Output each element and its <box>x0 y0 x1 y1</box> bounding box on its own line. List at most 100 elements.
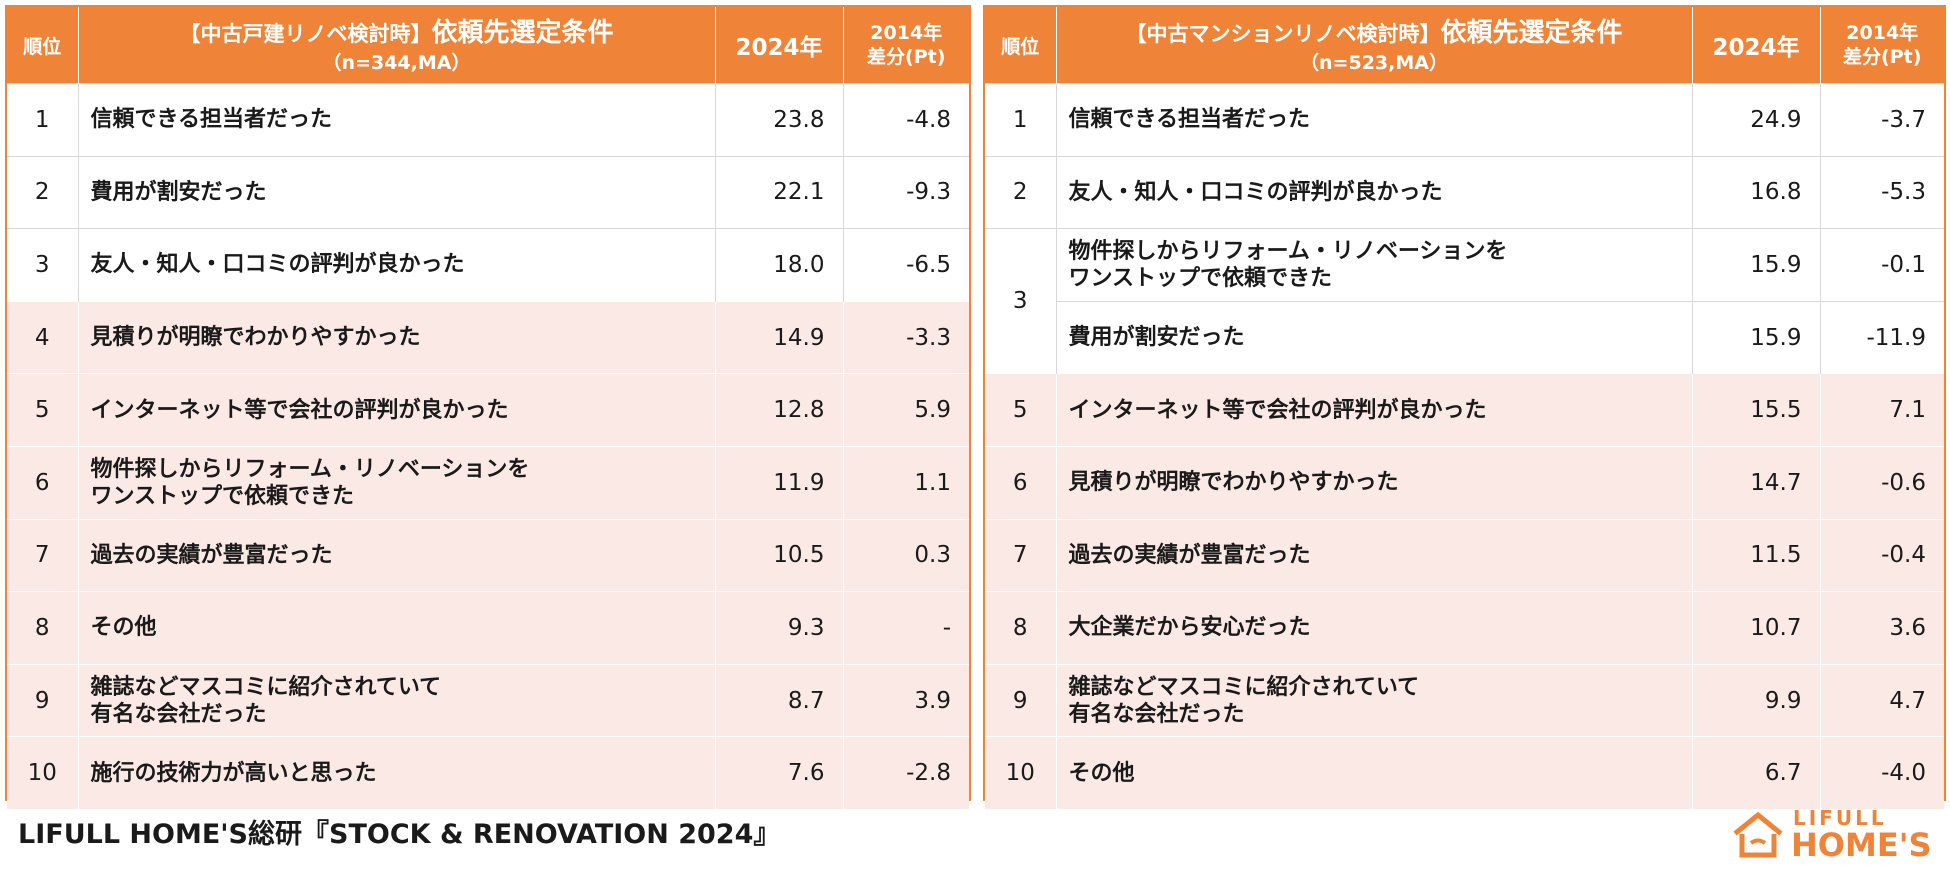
value-2024: 10.5 <box>715 518 844 592</box>
value-2024: 9.9 <box>1692 663 1821 737</box>
table-row: 2 友人・知人・口コミの評判が良かった 16.8 -5.3 <box>985 155 1944 229</box>
condition-label: 過去の実績が豊富だった <box>1056 518 1693 592</box>
diff-value: -2.8 <box>843 736 969 809</box>
condition-label: 雑誌などマスコミに紹介されていて 有名な会社だった <box>78 663 716 737</box>
diff-value: 3.9 <box>843 663 969 737</box>
condition-label: その他 <box>1056 736 1693 809</box>
rank-cell: 9 <box>985 663 1057 737</box>
rank-cell: 7 <box>985 518 1057 592</box>
diff-header-line2: 差分(Pt) <box>867 46 946 68</box>
diff-value: -6.5 <box>843 228 969 302</box>
table-row: 10 施行の技術力が高いと思った 7.6 -2.8 <box>7 736 969 809</box>
rank-cell: 2 <box>7 155 79 229</box>
table-row: 5 インターネット等で会社の評判が良かった 12.8 5.9 <box>7 373 969 447</box>
table-row: 9 雑誌などマスコミに紹介されていて 有名な会社だった 9.9 4.7 <box>985 663 1944 737</box>
condition-label: 信頼できる担当者だった <box>1056 83 1693 157</box>
diff-value: -3.7 <box>1820 83 1944 157</box>
right-ranking-table: 順位 【中古マンションリノベ検討時】依頼先選定条件 （n=523,MA） 202… <box>985 7 1944 809</box>
diff-value: -4.8 <box>843 83 969 157</box>
diff-value: -4.0 <box>1820 736 1944 809</box>
table-row: 7 過去の実績が豊富だった 11.5 -0.4 <box>985 518 1944 592</box>
rank-column-header: 順位 <box>985 7 1057 84</box>
condition-label: インターネット等で会社の評判が良かった <box>1056 373 1693 447</box>
value-2024: 9.3 <box>715 591 844 665</box>
condition-label: 物件探しからリフォーム・リノベーションを ワンストップで依頼できた <box>1056 228 1693 302</box>
table-row: 1 信頼できる担当者だった 24.9 -3.7 <box>985 83 1944 157</box>
value-2024: 18.0 <box>715 228 844 302</box>
value-2024: 11.5 <box>1692 518 1821 592</box>
home-logo-icon <box>1733 811 1783 858</box>
table-row: 6 物件探しからリフォーム・リノベーションを ワンストップで依頼できた 11.9… <box>7 445 969 520</box>
diff-value: 3.6 <box>1820 591 1944 665</box>
sample-size-label: （n=523,MA） <box>1300 51 1448 74</box>
value-2024: 15.9 <box>1692 228 1821 302</box>
rank-cell: 5 <box>7 373 79 447</box>
diff-column-header: 2014年 差分(Pt) <box>843 7 969 84</box>
value-2024: 22.1 <box>715 155 844 229</box>
table-title: 【中古戸建リノベ検討時】依頼先選定条件 <box>79 16 715 51</box>
diff-header-line1: 2014年 <box>1846 22 1919 44</box>
table-header-row: 順位 【中古戸建リノベ検討時】依頼先選定条件 （n=344,MA） 2024年 … <box>7 7 969 84</box>
value-2024: 15.5 <box>1692 373 1821 447</box>
table-row: 4 見積りが明瞭でわかりやすかった 14.9 -3.3 <box>7 300 969 374</box>
diff-value: - <box>843 591 969 665</box>
table-row: 8 大企業だから安心だった 10.7 3.6 <box>985 591 1944 665</box>
rank-cell: 10 <box>7 736 79 809</box>
condition-label: 信頼できる担当者だった <box>78 83 716 157</box>
condition-label: 費用が割安だった <box>78 155 716 229</box>
value-2024: 8.7 <box>715 663 844 737</box>
value-2024: 11.9 <box>715 445 844 520</box>
diff-value: 1.1 <box>843 445 969 520</box>
table-row: 8 その他 9.3 - <box>7 591 969 665</box>
logo-wordmark-bottom: HOME'S <box>1791 826 1932 864</box>
diff-header-line2: 差分(Pt) <box>1843 46 1922 68</box>
table-title-header: 【中古戸建リノベ検討時】依頼先選定条件 （n=344,MA） <box>78 7 716 84</box>
value-2024: 6.7 <box>1692 736 1821 809</box>
table-row: 3 物件探しからリフォーム・リノベーションを ワンストップで依頼できた 15.9… <box>985 228 1944 374</box>
diff-value: -9.3 <box>843 155 969 229</box>
condition-label: 施行の技術力が高いと思った <box>78 736 716 809</box>
table-row: 5 インターネット等で会社の評判が良かった 15.5 7.1 <box>985 373 1944 447</box>
table-row: 9 雑誌などマスコミに紹介されていて 有名な会社だった 8.7 3.9 <box>7 663 969 737</box>
table-row: 10 その他 6.7 -4.0 <box>985 736 1944 809</box>
table-row: 7 過去の実績が豊富だった 10.5 0.3 <box>7 518 969 592</box>
rank-cell: 4 <box>7 300 79 374</box>
condition-label: インターネット等で会社の評判が良かった <box>78 373 716 447</box>
rank-cell: 8 <box>985 591 1057 665</box>
rank-cell: 5 <box>985 373 1057 447</box>
rank-cell: 1 <box>7 83 79 157</box>
table-row: 3 友人・知人・口コミの評判が良かった 18.0 -6.5 <box>7 228 969 302</box>
value-2024: 15.9 <box>1692 300 1821 374</box>
diff-value: 0.3 <box>843 518 969 592</box>
diff-value: -0.4 <box>1820 518 1944 592</box>
value-2024: 10.7 <box>1692 591 1821 665</box>
sample-size-label: （n=344,MA） <box>322 51 471 74</box>
rank-cell: 7 <box>7 518 79 592</box>
rank-cell: 2 <box>985 155 1057 229</box>
value-2024: 14.9 <box>715 300 844 374</box>
diff-value: -5.3 <box>1820 155 1944 229</box>
condition-label: 雑誌などマスコミに紹介されていて 有名な会社だった <box>1056 663 1693 737</box>
rank-cell: 6 <box>985 445 1057 520</box>
rank-cell: 6 <box>7 445 79 520</box>
table-row: 1 信頼できる担当者だった 23.8 -4.8 <box>7 83 969 157</box>
table-title-header: 【中古マンションリノベ検討時】依頼先選定条件 （n=523,MA） <box>1056 7 1693 84</box>
value-2024: 16.8 <box>1692 155 1821 229</box>
table-row: 費用が割安だった 15.9 -11.9 <box>985 300 1944 374</box>
source-citation: LIFULL HOME'S総研『STOCK & RENOVATION 2024』 <box>18 819 781 850</box>
rank-cell: 3 <box>985 228 1057 374</box>
table-header-row: 順位 【中古マンションリノベ検討時】依頼先選定条件 （n=523,MA） 202… <box>985 7 1944 84</box>
diff-value: 4.7 <box>1820 663 1944 737</box>
diff-value: -0.6 <box>1820 445 1944 520</box>
condition-label: 友人・知人・口コミの評判が良かった <box>78 228 716 302</box>
table-title-main: 依頼先選定条件 <box>431 17 614 48</box>
lifull-homes-logo: LIFULL HOME'S <box>1733 806 1945 866</box>
condition-label: 大企業だから安心だった <box>1056 591 1693 665</box>
rank-cell: 1 <box>985 83 1057 157</box>
diff-value: -11.9 <box>1820 300 1944 374</box>
logo-wordmark-top: LIFULL <box>1793 806 1887 830</box>
condition-label: 見積りが明瞭でわかりやすかった <box>1056 445 1693 520</box>
value-2024: 24.9 <box>1692 83 1821 157</box>
rank-column-header: 順位 <box>7 7 79 84</box>
value-2024: 12.8 <box>715 373 844 447</box>
